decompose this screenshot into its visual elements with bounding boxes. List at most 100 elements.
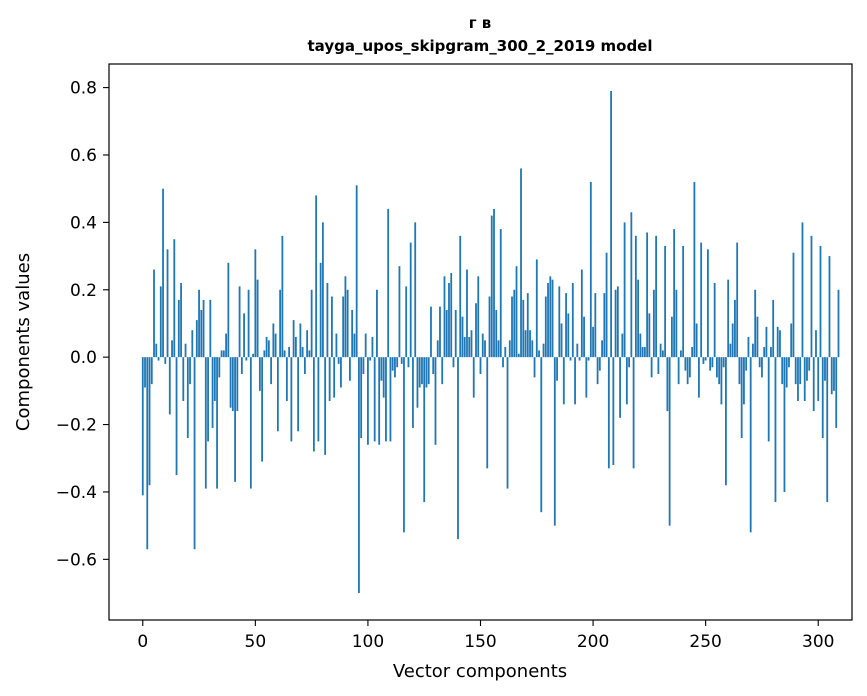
bar-71 bbox=[301, 347, 304, 358]
bar-275 bbox=[761, 357, 763, 378]
bar-70 bbox=[299, 323, 302, 358]
bar-217 bbox=[630, 212, 633, 358]
bar-18 bbox=[182, 357, 185, 401]
bar-265 bbox=[738, 357, 741, 385]
bar-281 bbox=[774, 357, 777, 503]
bar-290 bbox=[794, 357, 797, 385]
bar-223 bbox=[643, 347, 646, 358]
y-tick-label-6: 0.6 bbox=[70, 146, 97, 166]
bar-60 bbox=[276, 357, 279, 432]
bar-74 bbox=[308, 350, 311, 358]
bar-44 bbox=[240, 357, 243, 375]
bar-96 bbox=[358, 357, 360, 594]
bar-34 bbox=[218, 357, 221, 378]
bar-87 bbox=[337, 357, 340, 364]
x-tick-label-0: 0 bbox=[137, 632, 148, 652]
bar-302 bbox=[821, 357, 824, 439]
bar-101 bbox=[369, 357, 372, 361]
bar-17 bbox=[180, 283, 182, 358]
bar-23 bbox=[193, 357, 196, 550]
bar-51 bbox=[256, 279, 259, 358]
bar-94 bbox=[353, 333, 356, 358]
bar-209 bbox=[612, 357, 615, 465]
bar-59 bbox=[274, 333, 277, 358]
bar-1 bbox=[144, 357, 146, 388]
bar-39 bbox=[229, 357, 232, 408]
bar-148 bbox=[475, 303, 477, 358]
bar-194 bbox=[578, 357, 581, 361]
bar-52 bbox=[258, 357, 261, 391]
bar-38 bbox=[227, 262, 230, 358]
bar-152 bbox=[484, 340, 486, 358]
bar-273 bbox=[756, 316, 759, 358]
bar-64 bbox=[285, 357, 288, 401]
bar-285 bbox=[783, 357, 786, 492]
bar-102 bbox=[371, 336, 374, 358]
bar-79 bbox=[319, 262, 322, 358]
bar-191 bbox=[571, 283, 574, 358]
bar-92 bbox=[349, 357, 351, 381]
bar-126 bbox=[425, 357, 428, 388]
bar-22 bbox=[191, 330, 194, 358]
bar-6 bbox=[155, 343, 158, 358]
bar-272 bbox=[754, 289, 757, 358]
y-axis-label: Components values bbox=[13, 253, 34, 431]
bar-54 bbox=[263, 350, 266, 358]
bar-276 bbox=[763, 347, 766, 358]
bar-105 bbox=[378, 357, 381, 445]
bar-162 bbox=[506, 357, 509, 489]
bar-141 bbox=[459, 235, 462, 358]
bar-190 bbox=[569, 357, 572, 361]
bar-212 bbox=[619, 357, 621, 418]
bar-119 bbox=[409, 242, 412, 358]
bar-7 bbox=[157, 357, 160, 361]
bar-248 bbox=[700, 242, 703, 358]
bar-78 bbox=[317, 357, 320, 442]
bar-189 bbox=[567, 313, 570, 358]
x-tick-label-2: 100 bbox=[352, 632, 384, 652]
x-tick-label-4: 200 bbox=[577, 632, 609, 652]
bar-259 bbox=[725, 357, 727, 486]
bar-68 bbox=[294, 336, 297, 358]
bar-298 bbox=[812, 357, 815, 412]
bar-201 bbox=[594, 293, 597, 358]
bar-195 bbox=[580, 269, 583, 358]
bar-81 bbox=[324, 357, 327, 455]
x-tick-label-5: 250 bbox=[689, 632, 721, 652]
bar-132 bbox=[439, 306, 441, 358]
bar-289 bbox=[792, 252, 795, 358]
bar-256 bbox=[718, 357, 721, 385]
bar-184 bbox=[556, 357, 558, 381]
bar-207 bbox=[607, 357, 610, 469]
bar-10 bbox=[164, 357, 167, 364]
bar-91 bbox=[346, 289, 349, 358]
bar-66 bbox=[290, 357, 293, 442]
bar-63 bbox=[283, 350, 286, 358]
bar-97 bbox=[360, 357, 363, 439]
bar-133 bbox=[441, 357, 444, 385]
bar-117 bbox=[405, 286, 408, 358]
bar-235 bbox=[670, 316, 673, 358]
bar-174 bbox=[533, 357, 536, 378]
bar-156 bbox=[493, 208, 495, 358]
bar-12 bbox=[168, 357, 171, 415]
y-tick-label-2: −0.2 bbox=[56, 416, 97, 436]
bar-99 bbox=[364, 333, 367, 358]
bar-213 bbox=[621, 333, 624, 358]
bar-183 bbox=[553, 357, 556, 526]
bar-220 bbox=[637, 279, 640, 358]
bar-142 bbox=[461, 316, 464, 358]
bar-199 bbox=[589, 181, 592, 358]
bar-90 bbox=[344, 276, 347, 358]
bar-294 bbox=[803, 357, 806, 401]
bar-297 bbox=[810, 235, 813, 358]
bar-2 bbox=[146, 357, 149, 550]
bar-19 bbox=[184, 343, 187, 358]
bar-149 bbox=[477, 276, 480, 358]
bar-27 bbox=[202, 299, 205, 358]
bar-82 bbox=[326, 283, 329, 358]
bar-267 bbox=[743, 357, 745, 405]
bar-67 bbox=[292, 320, 295, 358]
bar-69 bbox=[297, 357, 300, 432]
bar-28 bbox=[204, 357, 207, 489]
